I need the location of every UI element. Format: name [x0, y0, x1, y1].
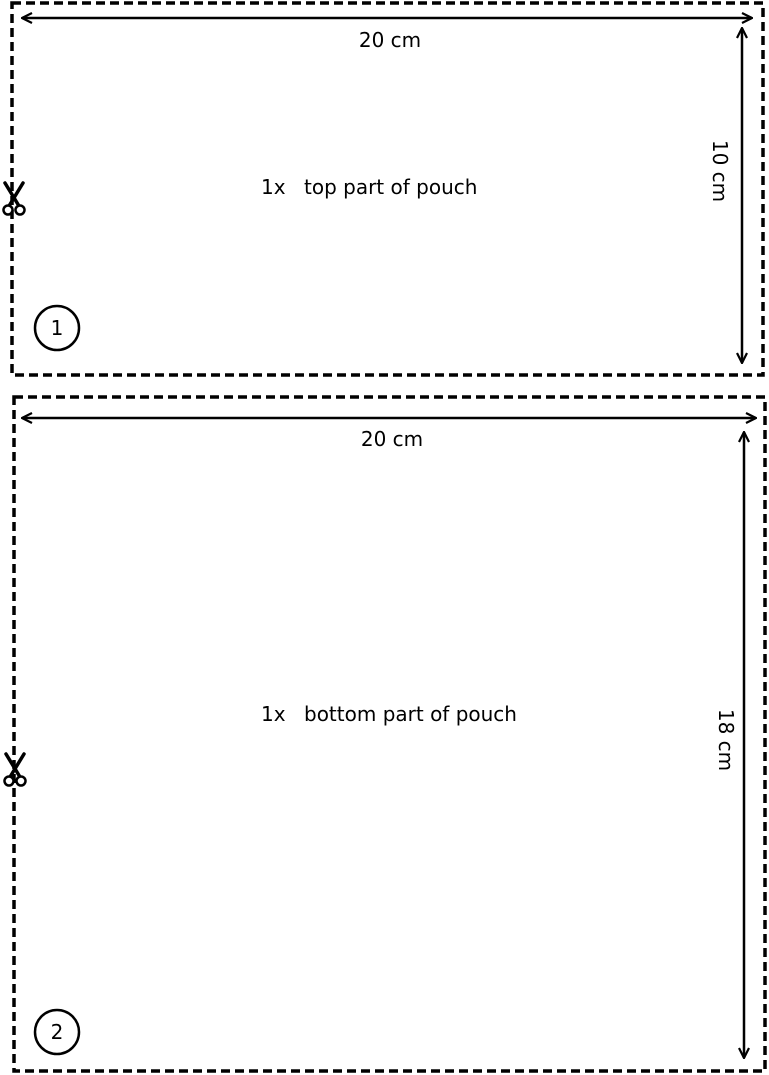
width-label-piece-1: 20 cm — [359, 28, 421, 52]
piece-number-circle-2 — [33, 1008, 81, 1056]
description-piece-2: bottom part of pouch — [304, 702, 517, 726]
pattern-piece-2: 20 cm 18 cm 1x bottom part of pouch 2 — [3, 395, 767, 1073]
quantity-piece-2: 1x — [261, 702, 286, 726]
cut-line-piece-2[interactable] — [12, 395, 767, 1073]
piece-number-2: 2 — [51, 1020, 64, 1044]
cut-line-piece-1[interactable] — [10, 1, 765, 377]
piece-number-circle-1 — [33, 304, 81, 352]
scissors-icon — [2, 181, 26, 216]
scissors-icon — [3, 752, 27, 787]
piece-number-1: 1 — [51, 316, 64, 340]
description-piece-1: top part of pouch — [304, 175, 477, 199]
width-label-piece-2: 20 cm — [361, 427, 423, 451]
height-label-piece-1: 10 cm — [708, 140, 732, 202]
height-label-piece-2: 18 cm — [714, 709, 738, 771]
pattern-piece-1: 20 cm 10 cm 1x top part of pouch 1 — [2, 1, 765, 377]
quantity-piece-1: 1x — [261, 175, 286, 199]
